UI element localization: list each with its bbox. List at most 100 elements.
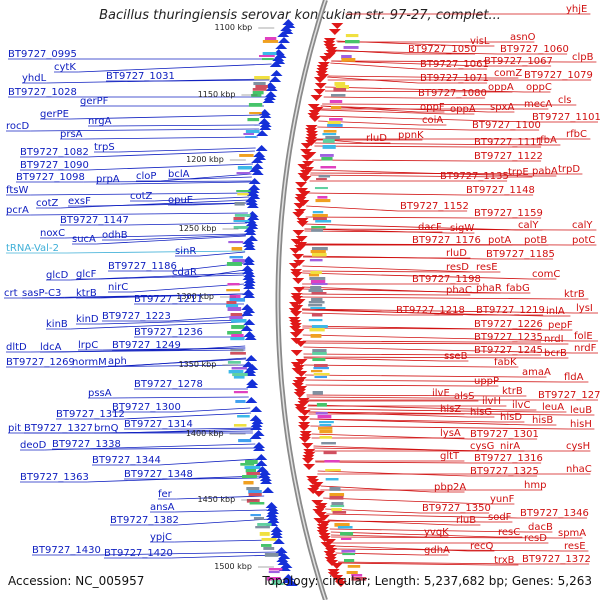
right-gene-label[interactable]: BT9727_1226 [474,319,543,330]
right-gene-label[interactable]: cysG [470,441,494,452]
left-gene-label[interactable]: ldcA [40,342,62,353]
right-gene-label[interactable]: oppC [526,82,552,93]
left-gene-label[interactable]: brnQ [94,423,119,434]
right-gene-label[interactable]: hisB [532,415,553,426]
right-gene-label[interactable]: spmA [558,528,586,539]
right-gene-label[interactable]: BT9727_1276 [538,390,600,401]
right-gene-label[interactable]: nirA [500,441,520,452]
left-gene-label[interactable]: nirC [108,282,128,293]
right-gene-label[interactable]: dacB [528,522,553,533]
right-gene-label[interactable]: ilvC [512,400,530,411]
right-gene-label[interactable]: clpB [572,52,594,63]
left-gene-label[interactable]: BT9727_1236 [134,327,203,338]
right-gene-label[interactable]: comC [532,269,560,280]
right-gene-label[interactable]: yhjE [566,4,587,15]
right-gene-label[interactable]: hmp [524,480,546,491]
right-gene-label[interactable]: BT9727_1152 [400,201,469,212]
right-gene-label[interactable]: oppA [488,82,514,93]
left-gene-label[interactable]: cdaR [172,267,197,278]
right-gene-label[interactable]: comZ [494,68,522,79]
right-gene-label[interactable]: potB [524,235,547,246]
left-gene-label[interactable]: BT9727_1348 [124,469,193,480]
right-gene-label[interactable]: BT9727_1060 [500,44,569,55]
left-gene-label[interactable]: noxC [40,228,65,239]
right-gene-label[interactable]: visL [470,36,490,47]
right-gene-label[interactable]: ktrB [564,289,585,300]
right-gene-label[interactable]: pabA [532,166,558,177]
right-gene-label[interactable]: sodF [488,512,512,523]
left-gene-label[interactable]: BT9727_1098 [16,172,85,183]
left-gene-label[interactable]: BT9727_1382 [110,515,179,526]
left-gene-label[interactable]: BT9727_1028 [8,87,77,98]
left-gene-label[interactable]: cytK [54,62,76,73]
right-gene-label[interactable]: BT9727_1071 [420,73,489,84]
right-gene-label[interactable]: lysA [440,428,461,439]
left-gene-label[interactable]: BT9727_1223 [102,311,171,322]
left-gene-label[interactable]: BT9727_1278 [134,379,203,390]
right-gene-label[interactable]: BT9727_1100 [472,120,541,131]
left-gene-label[interactable]: nrgA [88,116,112,127]
left-gene-label[interactable]: opuE [168,195,193,206]
left-gene-label[interactable]: BT9727_1090 [20,160,89,171]
right-gene-label[interactable]: yvqK [424,527,449,538]
right-gene-label[interactable]: phaC [446,285,472,296]
right-gene-label[interactable]: asnO [510,32,536,43]
right-gene-label[interactable]: BT9727_1185 [486,249,555,260]
right-gene-label[interactable]: leuA [542,402,564,413]
right-gene-label[interactable]: calY [572,220,593,231]
right-gene-label[interactable]: hisG [470,407,492,418]
right-gene-label[interactable]: lysI [576,303,593,314]
left-gene-label[interactable]: BT9727_1082 [20,147,89,158]
right-gene-label[interactable]: resC [498,527,520,538]
right-gene-label[interactable]: alsS [454,391,474,402]
right-gene-label[interactable]: yunF [490,494,515,505]
left-gene-label[interactable]: exsF [68,196,91,207]
left-gene-label[interactable]: BT9727_1031 [106,71,175,82]
left-gene-label[interactable]: trpS [94,142,115,153]
right-gene-label[interactable]: BT9727_1218 [396,305,465,316]
right-gene-label[interactable]: resE [476,262,498,273]
right-gene-label[interactable]: BT9727_1198 [412,274,481,285]
right-gene-label[interactable]: ilvH [482,396,501,407]
right-gene-label[interactable]: cls [558,95,572,106]
right-gene-label[interactable]: cysH [566,441,590,452]
right-gene-label[interactable]: BT9727_1159 [474,208,543,219]
right-gene-label[interactable]: hisH [570,419,592,430]
left-gene-label[interactable]: ktrB [76,288,97,299]
right-gene-label[interactable]: nrdI [544,334,564,345]
right-gene-label[interactable]: BT9727_1316 [474,453,543,464]
left-gene-label[interactable]: ypjC [150,532,172,543]
left-gene-label[interactable]: BT9727_1249 [112,340,181,351]
left-gene-label[interactable]: BT9727_1420 [104,548,173,559]
left-gene-label[interactable]: kinB [46,319,68,330]
right-gene-label[interactable]: BT9727_1148 [466,185,535,196]
right-gene-label[interactable]: oppF [420,102,445,113]
right-gene-label[interactable]: nhaC [566,464,592,475]
left-gene-label[interactable]: ftsW [6,185,28,196]
right-gene-label[interactable]: BT9727_1350 [422,503,491,514]
left-gene-label[interactable]: odhB [102,230,128,241]
left-gene-label[interactable]: rocD [6,121,30,132]
right-gene-label[interactable]: BT9727_1346 [520,508,589,519]
right-gene-label[interactable]: resE [564,541,586,552]
left-gene-label[interactable]: fer [158,489,173,500]
right-gene-label[interactable]: dacF [418,222,442,233]
right-gene-label[interactable]: BT9727_1080 [418,88,487,99]
left-gene-label[interactable]: sasP-C3 [22,288,61,299]
left-gene-label[interactable]: pssA [88,388,112,399]
right-gene-label[interactable]: BT9727_1079 [524,70,593,81]
right-gene-label[interactable]: fldA [564,372,584,383]
right-gene-label[interactable]: leuB [570,405,592,416]
left-gene-label[interactable]: deoD [20,440,47,451]
right-gene-label[interactable]: BT9727_1301 [470,429,539,440]
right-gene-label[interactable]: trpD [558,164,580,175]
right-gene-label[interactable]: BT9727_1235 [474,332,543,343]
right-gene-label[interactable]: ilvE [432,388,450,399]
right-gene-label[interactable]: phaR [476,283,502,294]
right-gene-label[interactable]: rluD [366,133,387,144]
left-gene-label[interactable]: lrpC [78,340,98,351]
left-gene-label[interactable]: prsA [60,129,83,140]
right-gene-label[interactable]: bcrB [544,348,567,359]
left-gene-label[interactable]: BT9727_1186 [108,261,177,272]
